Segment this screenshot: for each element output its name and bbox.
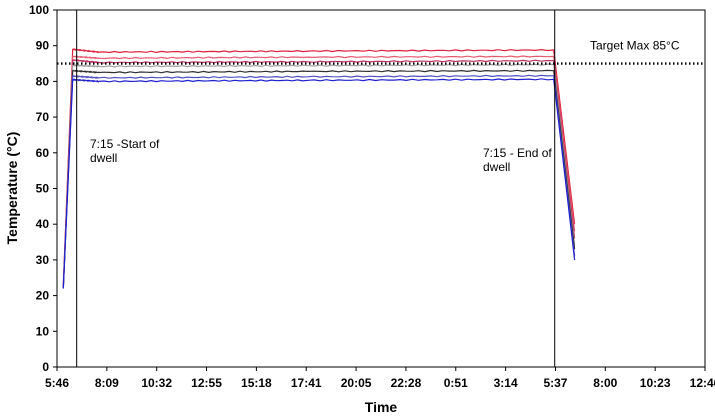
series-line bbox=[62, 78, 576, 289]
x-tick-label: 5:46 bbox=[45, 376, 69, 390]
y-tick-label: 30 bbox=[36, 253, 50, 267]
x-tick-label: 10:23 bbox=[640, 376, 671, 390]
y-tick-label: 10 bbox=[36, 324, 50, 338]
target-max-label: Target Max 85°C bbox=[590, 39, 680, 53]
x-tick-label: 5:37 bbox=[543, 376, 567, 390]
x-tick-label: 10:32 bbox=[141, 376, 172, 390]
series-line bbox=[62, 63, 576, 289]
reference-line-group: Target Max 85°C bbox=[57, 39, 705, 65]
x-tick-label: 17:41 bbox=[291, 376, 322, 390]
y-tick-label: 70 bbox=[36, 110, 50, 124]
y-tick-label: 40 bbox=[36, 217, 50, 231]
series-line bbox=[62, 58, 576, 287]
y-tick-label: 50 bbox=[36, 182, 50, 196]
y-tick-label: 90 bbox=[36, 39, 50, 53]
x-tick-label: 8:00 bbox=[593, 376, 617, 390]
x-tick-label: 8:09 bbox=[95, 376, 119, 390]
series-line bbox=[62, 48, 576, 285]
x-tick-label: 15:18 bbox=[241, 376, 272, 390]
series-line bbox=[62, 55, 576, 287]
y-tick-label: 60 bbox=[36, 146, 50, 160]
x-tick-label: 12:55 bbox=[191, 376, 222, 390]
y-tick-label: 100 bbox=[29, 3, 49, 17]
x-tick-label: 22:28 bbox=[391, 376, 422, 390]
dwell-marker-label: dwell bbox=[483, 160, 510, 174]
y-axis-title: Temperature (°C) bbox=[4, 132, 20, 245]
dwell-marker-label: dwell bbox=[90, 151, 117, 165]
plot-area bbox=[56, 9, 706, 368]
series-lines bbox=[62, 48, 576, 289]
x-axis-title: Time bbox=[365, 399, 398, 415]
x-tick-label: 20:05 bbox=[341, 376, 372, 390]
x-axis-ticks: 5:46 8:09 10:32 12:55 15:18 17:41 20:05 22:28 0:… bbox=[45, 367, 715, 390]
dwell-marker-label: 7:15 - End of bbox=[483, 146, 552, 160]
series-line bbox=[62, 74, 576, 289]
x-tick-label: 12:46 bbox=[690, 376, 715, 390]
y-axis-ticks: 0 10 20 30 40 50 60 70 80 90 100 bbox=[29, 3, 57, 374]
dwell-marker-label: 7:15 -Start of bbox=[90, 137, 160, 151]
series-line bbox=[62, 69, 576, 289]
x-tick-label: 3:14 bbox=[494, 376, 518, 390]
x-tick-label: 0:51 bbox=[444, 376, 468, 390]
y-tick-label: 0 bbox=[42, 360, 49, 374]
y-tick-label: 80 bbox=[36, 74, 50, 88]
y-tick-label: 20 bbox=[36, 289, 50, 303]
